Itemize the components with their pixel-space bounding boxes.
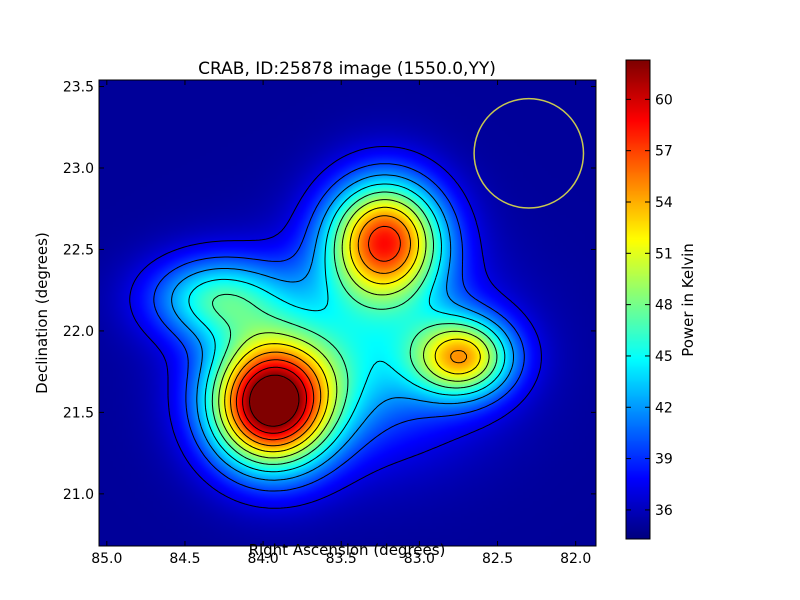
y-tick-label: 21.5 [63,405,94,421]
contour-lines [129,146,542,509]
colorbar-label: Power in Kelvin [679,243,697,357]
y-tick-label: 22.5 [63,242,94,258]
x-tick-label: 83.0 [404,551,435,567]
colorbar-tick-label: 60 [655,92,673,108]
x-tick-label: 84.0 [248,551,279,567]
contour-line [242,366,308,434]
colorbar-tick-label: 39 [655,452,673,468]
y-tick-label: 22.0 [63,324,94,340]
colorbar-tick-label: 51 [655,246,673,262]
x-tick-label: 82.0 [560,551,591,567]
x-tick-label: 83.5 [326,551,357,567]
contour-line [153,163,525,492]
y-tick-label: 23.5 [63,80,94,96]
colorbar-tick-label: 42 [655,400,673,416]
y-tick-label: 23.0 [63,161,94,177]
contour-line [171,174,514,481]
colorbar-ticks: 36 39 42 45 48 51 54 57 60 [626,92,673,519]
beam-circle [473,97,585,209]
contour-line [235,225,401,441]
colorbar-tick-label: 57 [655,144,673,160]
x-tick-label: 85.0 [91,551,122,567]
contour-line [249,374,300,427]
x-axis-label: Right Ascension (degrees) [249,541,446,559]
colorbar-tick-label: 36 [655,503,673,519]
contour-line [230,215,468,447]
plot-frame [98,79,597,547]
colorbar-tick-label: 48 [655,298,673,314]
contour-line [211,191,498,465]
y-axis-label: Declination (degrees) [33,232,51,394]
contour-line [218,199,490,459]
y-tick-label: 21.0 [63,487,94,503]
x-tick-label: 84.5 [169,551,200,567]
plot-area [98,79,597,547]
colorbar: 36 39 42 45 48 51 54 57 60 Power in Kelvin [625,59,697,540]
heatmap-image [99,80,596,546]
colorbar-tick-label: 45 [655,349,673,365]
y-axis: 21.0 21.5 22.0 22.5 23.0 23.5 [63,80,596,503]
contour-line [188,183,506,473]
colorbar-tick-label: 54 [655,195,673,211]
x-tick-label: 82.5 [482,551,513,567]
x-axis: 85.0 84.5 84.0 83.5 83.0 82.5 82.0 [91,80,591,567]
chart-title: CRAB, ID:25878 image (1550.0,YY) [198,59,496,79]
contour-line [224,206,481,453]
colorbar-frame [625,59,651,540]
colorbar-gradient [626,60,650,539]
contour-line [129,146,542,509]
